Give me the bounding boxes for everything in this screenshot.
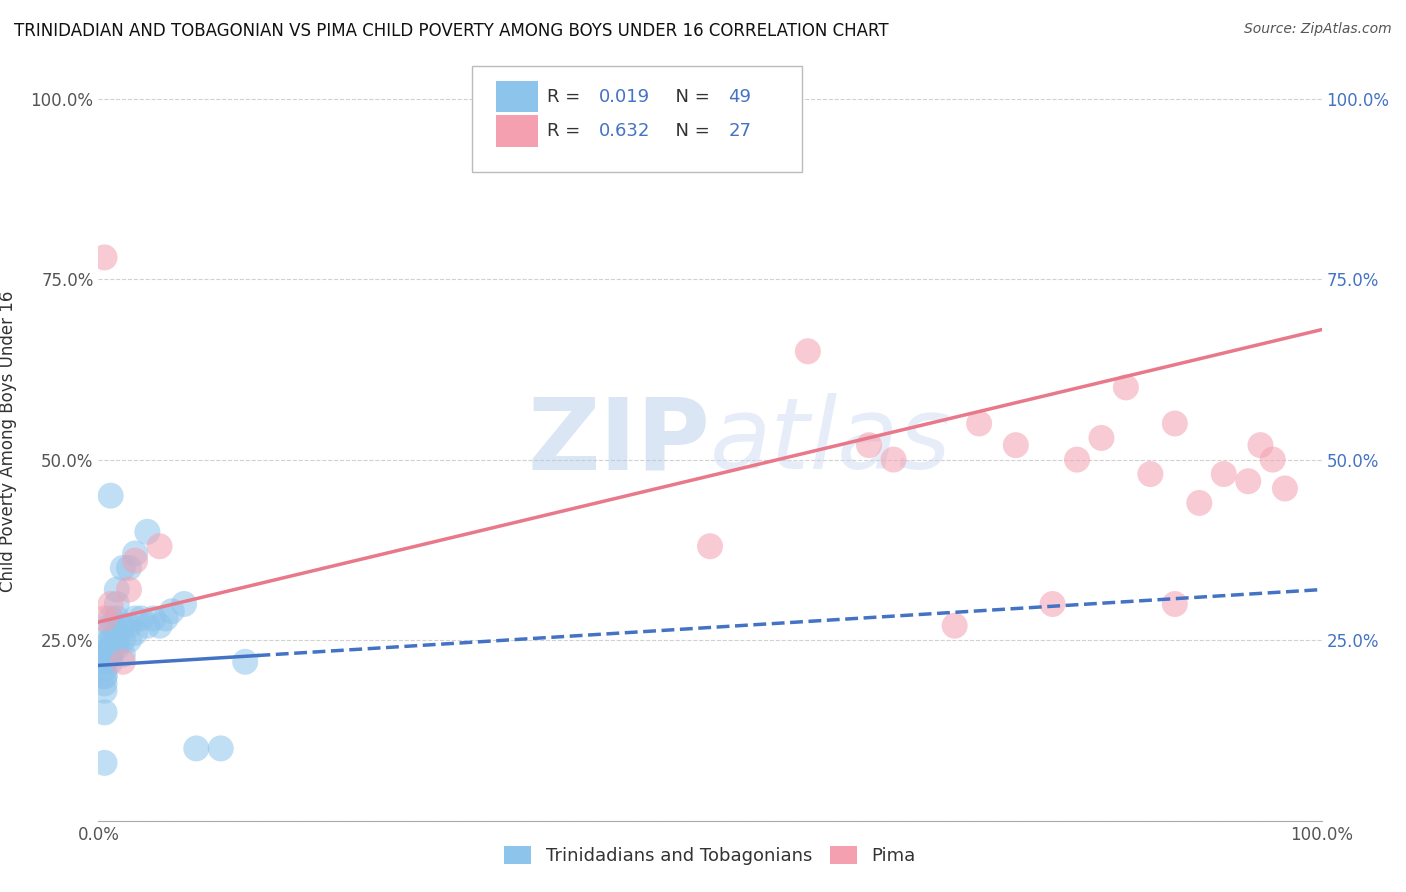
Point <box>1249 438 1271 452</box>
Point <box>100 640 122 655</box>
Point <box>93 756 115 770</box>
Point <box>124 626 146 640</box>
Point <box>93 662 115 676</box>
Point <box>93 655 115 669</box>
Point <box>1274 482 1296 496</box>
Point <box>129 611 152 625</box>
Point <box>1139 467 1161 481</box>
Point <box>105 640 128 655</box>
Point <box>1212 467 1234 481</box>
Point <box>1115 380 1137 394</box>
Point <box>111 655 134 669</box>
Point <box>1188 496 1211 510</box>
Point <box>111 633 134 648</box>
Point <box>136 618 159 632</box>
Point <box>105 597 128 611</box>
Point <box>93 706 115 720</box>
Point <box>93 648 115 662</box>
Point <box>105 633 128 648</box>
Point <box>1237 475 1260 489</box>
Point <box>1004 438 1026 452</box>
Text: N =: N = <box>664 87 716 105</box>
Point <box>111 648 134 662</box>
Text: TRINIDADIAN AND TOBAGONIAN VS PIMA CHILD POVERTY AMONG BOYS UNDER 16 CORRELATION: TRINIDADIAN AND TOBAGONIAN VS PIMA CHILD… <box>14 22 889 40</box>
Point <box>118 618 141 632</box>
Point <box>142 611 165 625</box>
Point <box>124 546 146 560</box>
Point <box>943 618 966 632</box>
Point <box>233 655 256 669</box>
Point <box>93 669 115 683</box>
Text: atlas: atlas <box>710 393 952 490</box>
Point <box>93 655 115 669</box>
Point <box>100 648 122 662</box>
Text: 27: 27 <box>728 121 751 140</box>
Point <box>1164 417 1187 431</box>
Point <box>209 741 232 756</box>
Point <box>100 655 122 669</box>
Text: 0.632: 0.632 <box>599 121 650 140</box>
Point <box>105 582 128 597</box>
Point <box>124 611 146 625</box>
Point <box>149 539 172 553</box>
Point <box>93 251 115 265</box>
Point <box>160 604 183 618</box>
Point <box>967 417 990 431</box>
Point <box>100 489 122 503</box>
Text: R =: R = <box>547 87 586 105</box>
Text: R =: R = <box>547 121 586 140</box>
Point <box>699 539 721 553</box>
FancyBboxPatch shape <box>471 66 801 172</box>
Text: ZIP: ZIP <box>527 393 710 490</box>
Point <box>100 633 122 648</box>
Y-axis label: Child Poverty Among Boys Under 16: Child Poverty Among Boys Under 16 <box>0 291 17 592</box>
Text: 0.019: 0.019 <box>599 87 650 105</box>
Point <box>173 597 195 611</box>
Point <box>93 683 115 698</box>
Point <box>1261 452 1284 467</box>
Point <box>100 618 122 632</box>
Point <box>93 676 115 690</box>
Point <box>1164 597 1187 611</box>
Point <box>149 618 172 632</box>
Point <box>100 626 122 640</box>
Point <box>93 648 115 662</box>
Point <box>118 633 141 648</box>
Point <box>105 626 128 640</box>
Point <box>111 618 134 632</box>
Text: Source: ZipAtlas.com: Source: ZipAtlas.com <box>1244 22 1392 37</box>
Point <box>118 561 141 575</box>
Point <box>93 669 115 683</box>
Point <box>1042 597 1064 611</box>
Point <box>186 741 208 756</box>
Point <box>858 438 880 452</box>
Point <box>136 524 159 539</box>
FancyBboxPatch shape <box>496 115 537 146</box>
Point <box>124 554 146 568</box>
Point <box>118 582 141 597</box>
Point <box>93 611 115 625</box>
Point <box>100 633 122 648</box>
FancyBboxPatch shape <box>496 80 537 112</box>
Text: N =: N = <box>664 121 716 140</box>
Point <box>1090 431 1112 445</box>
Point <box>100 648 122 662</box>
Text: 49: 49 <box>728 87 751 105</box>
Point <box>105 611 128 625</box>
Point <box>155 611 177 625</box>
Legend: Trinidadians and Tobagonians, Pima: Trinidadians and Tobagonians, Pima <box>496 838 924 872</box>
Point <box>883 452 905 467</box>
Point <box>1066 452 1088 467</box>
Point <box>100 611 122 625</box>
Point <box>797 344 820 359</box>
Point <box>100 597 122 611</box>
Point <box>100 640 122 655</box>
Point <box>111 561 134 575</box>
